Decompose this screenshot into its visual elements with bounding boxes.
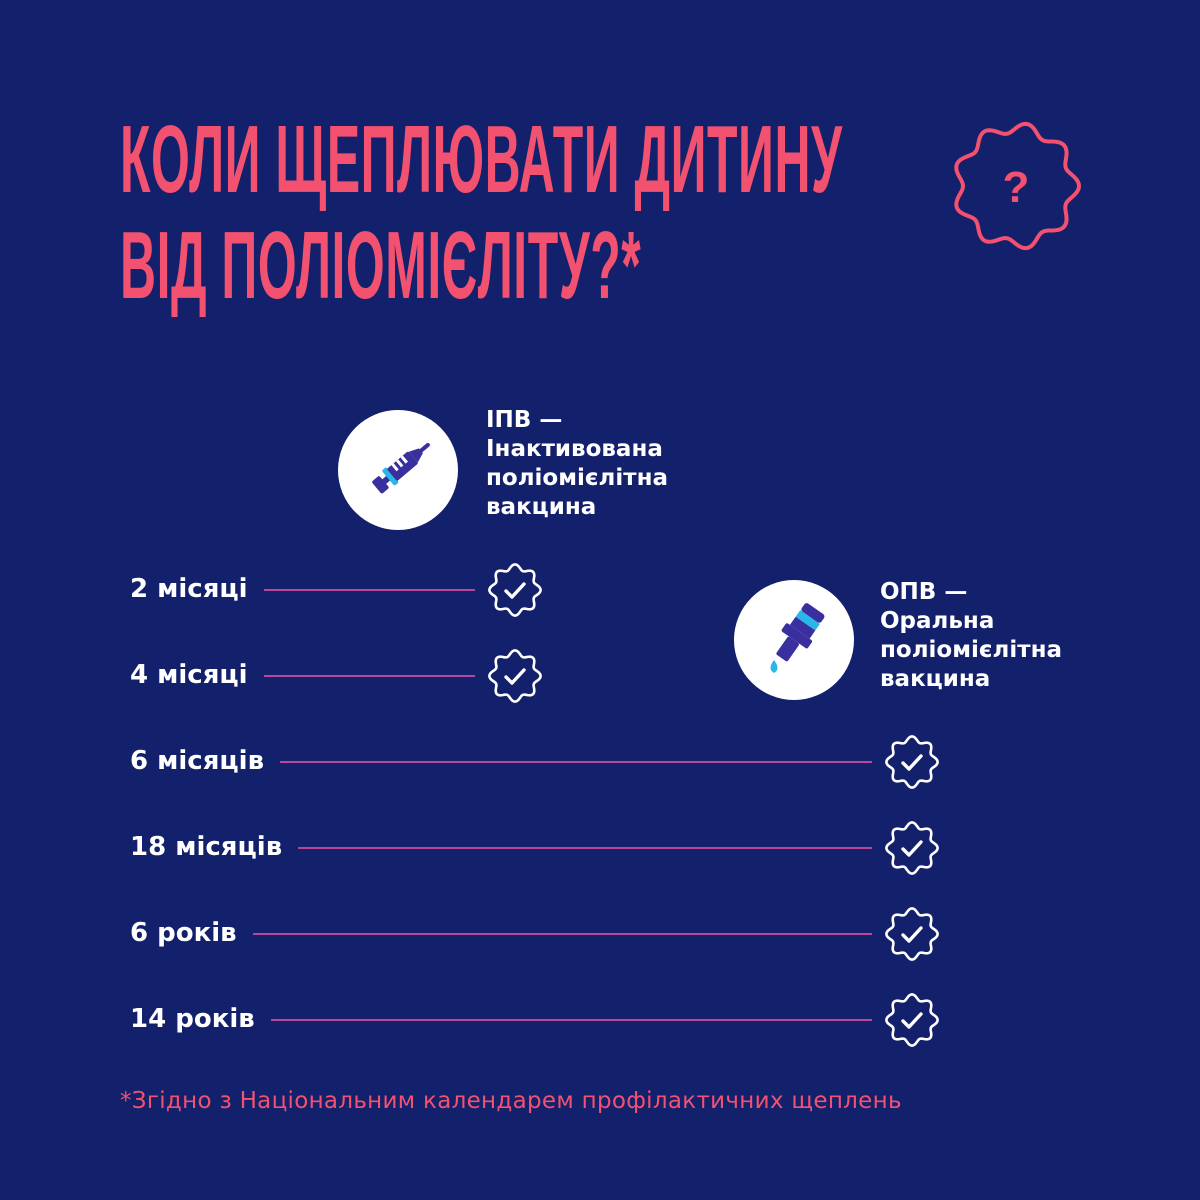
check-badge-icon xyxy=(885,907,939,961)
footnote: *Згідно з Національним календарем профіл… xyxy=(120,1088,902,1114)
schedule-age-label: 6 років xyxy=(130,918,237,948)
opv-line1: Оральна xyxy=(880,608,995,634)
schedule-connector-line xyxy=(264,675,475,677)
schedule-age-label: 14 років xyxy=(130,1004,255,1034)
check-badge-icon xyxy=(885,735,939,789)
ipv-line2: поліомієлітна xyxy=(486,465,669,491)
page-title-line-1: КОЛИ ЩЕПЛЮВАТИ ДИТИНУ xyxy=(120,106,843,213)
page-title-line-2: ВІД ПОЛІОМІЄЛІТУ?* xyxy=(120,212,642,319)
schedule-connector-line xyxy=(280,761,872,763)
check-badge-icon xyxy=(488,649,542,703)
dropper-icon-circle xyxy=(734,580,854,700)
ipv-label: ІПВ — Інактивована поліомієлітна вакцина xyxy=(486,406,668,522)
question-badge-icon: ? xyxy=(954,121,1081,251)
opv-line3: вакцина xyxy=(880,666,991,692)
check-badge-icon xyxy=(885,993,939,1047)
question-mark: ? xyxy=(1003,163,1030,212)
schedule-connector-line xyxy=(271,1019,872,1021)
schedule-connector-line xyxy=(253,933,872,935)
dropper-icon xyxy=(770,603,825,673)
schedule-age-label: 6 місяців xyxy=(130,746,265,776)
schedule-age-label: 18 місяців xyxy=(130,832,283,862)
syringe-icon-circle xyxy=(338,410,458,530)
opv-abbr: ОПВ — xyxy=(880,579,968,605)
opv-label: ОПВ — Оральна поліомієлітна вакцина xyxy=(880,578,1062,694)
opv-line2: поліомієлітна xyxy=(880,637,1063,663)
ipv-abbr: ІПВ — xyxy=(486,407,563,433)
check-badge-icon xyxy=(885,821,939,875)
ipv-line1: Інактивована xyxy=(486,436,663,462)
schedule-age-label: 4 місяці xyxy=(130,660,248,690)
syringe-icon xyxy=(372,442,430,494)
schedule-age-label: 2 місяці xyxy=(130,574,248,604)
schedule-connector-line xyxy=(264,589,475,591)
check-badge-icon xyxy=(488,563,542,617)
ipv-line3: вакцина xyxy=(486,494,597,520)
schedule-connector-line xyxy=(298,847,872,849)
